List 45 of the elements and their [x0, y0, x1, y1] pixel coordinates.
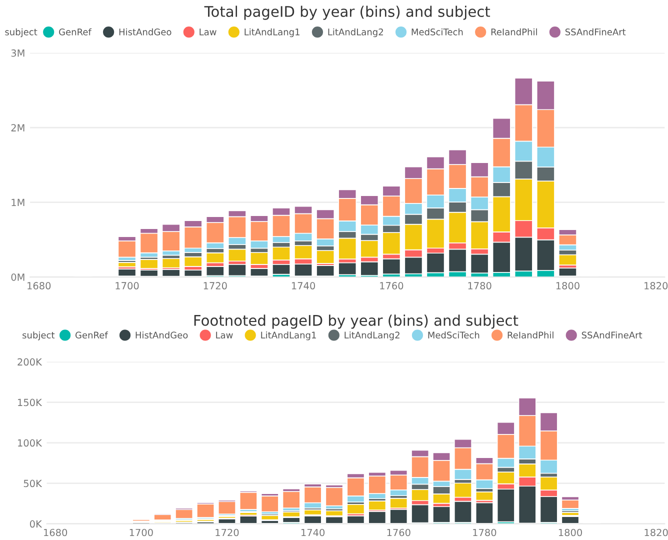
x-tick-label: 1780 — [468, 282, 492, 290]
legend-label: LitAndLang1 — [261, 332, 316, 340]
chart-title: Footnoted pageID by year (bins) and subject — [194, 314, 518, 329]
y-tick-label: 50K — [24, 480, 42, 488]
x-tick-label: 1760 — [387, 528, 410, 536]
legend-label: Law — [200, 28, 216, 36]
x-tick-label: 1680 — [44, 528, 68, 536]
x-tick-label: 1800 — [556, 282, 580, 290]
legend-label: MedSciTech — [412, 28, 463, 36]
legend-label: LitAndLang2 — [344, 332, 400, 340]
legend-label: GenRef — [59, 28, 92, 36]
x-tick-label: 1720 — [216, 528, 239, 536]
y-tick-label: 0M — [11, 274, 24, 281]
y-tick-label: 150K — [18, 398, 42, 406]
legend-label: ReIandPhil — [508, 332, 554, 338]
legend-label: Law — [216, 332, 233, 338]
legend-label: MedSciTech — [428, 332, 480, 338]
x-tick-label: 1700 — [116, 282, 139, 290]
legend-title: subject — [5, 28, 38, 38]
y-tick-label: 2M — [11, 124, 24, 132]
legend-label: LitAndLang2 — [328, 28, 383, 38]
x-tick-label: 1740 — [292, 282, 316, 290]
y-tick-label: 3M — [11, 49, 24, 57]
legend-label: SSAndFineArt — [582, 332, 642, 338]
chart-title: Total pageID by year (bins) and subject — [204, 6, 490, 20]
y-tick-label: 1M — [12, 198, 24, 206]
x-tick-label: 1760 — [380, 282, 404, 290]
legend-label: GenRef — [75, 332, 108, 338]
x-tick-label: 1820 — [644, 282, 668, 290]
x-tick-label: 1720 — [204, 282, 227, 290]
y-tick-label: 0K — [30, 520, 42, 528]
x-tick-label: 1820 — [644, 528, 668, 536]
legend-label: LitAndLang1 — [244, 28, 300, 38]
y-tick-label: 100K — [18, 439, 42, 447]
legend-label: SSAndFineArt — [565, 28, 626, 36]
x-tick-label: 1740 — [301, 528, 325, 536]
legend-label: HistAndGeo — [119, 28, 172, 36]
legend-label: HistAndGeo — [136, 332, 188, 338]
y-tick-label: 200K — [18, 358, 42, 366]
x-tick-label: 1800 — [558, 528, 582, 536]
legend-label: ReIandPhil — [491, 28, 537, 36]
x-tick-label: 1700 — [130, 528, 153, 536]
x-tick-label: 1780 — [473, 528, 496, 536]
x-tick-label: 1680 — [28, 282, 51, 290]
legend-title: subject — [22, 332, 55, 340]
